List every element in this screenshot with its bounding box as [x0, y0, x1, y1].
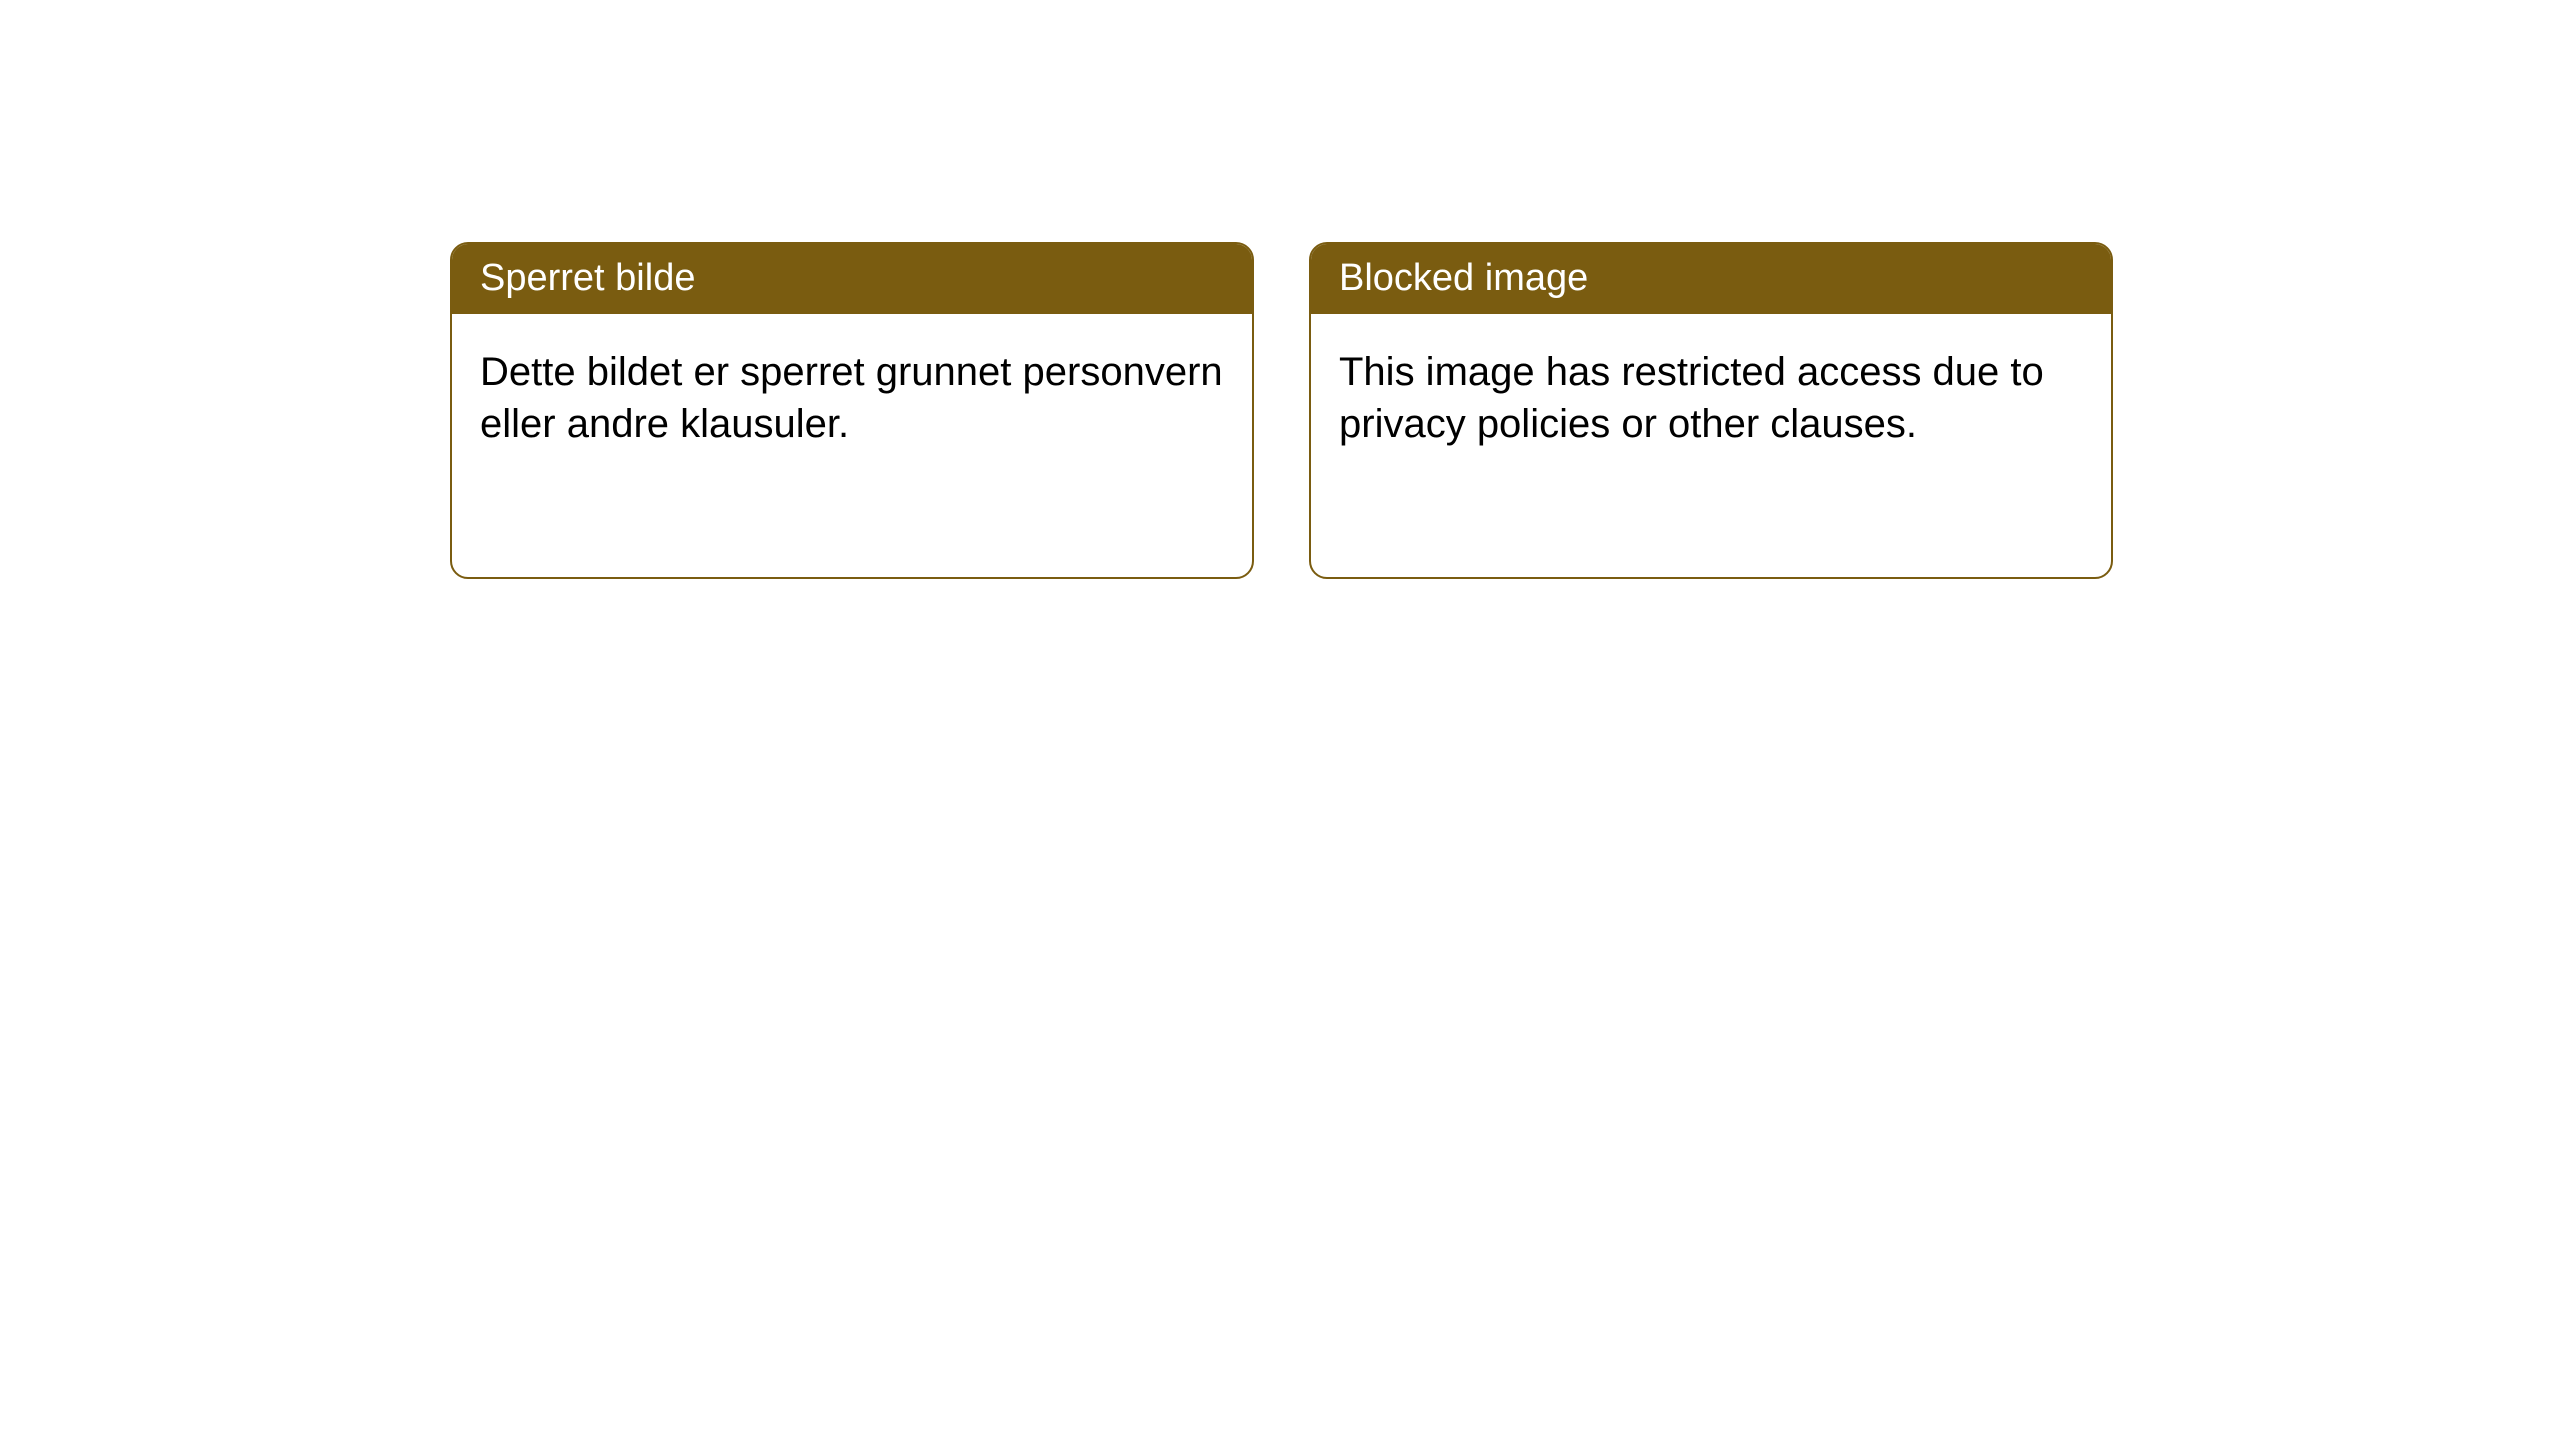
notice-card-no: Sperret bilde Dette bildet er sperret gr…	[450, 242, 1254, 579]
notice-header-en: Blocked image	[1311, 244, 2111, 314]
notice-body-en: This image has restricted access due to …	[1311, 314, 2111, 484]
notice-card-en: Blocked image This image has restricted …	[1309, 242, 2113, 579]
notice-header-no: Sperret bilde	[452, 244, 1252, 314]
notice-container: Sperret bilde Dette bildet er sperret gr…	[450, 242, 2113, 579]
notice-body-no: Dette bildet er sperret grunnet personve…	[452, 314, 1252, 484]
